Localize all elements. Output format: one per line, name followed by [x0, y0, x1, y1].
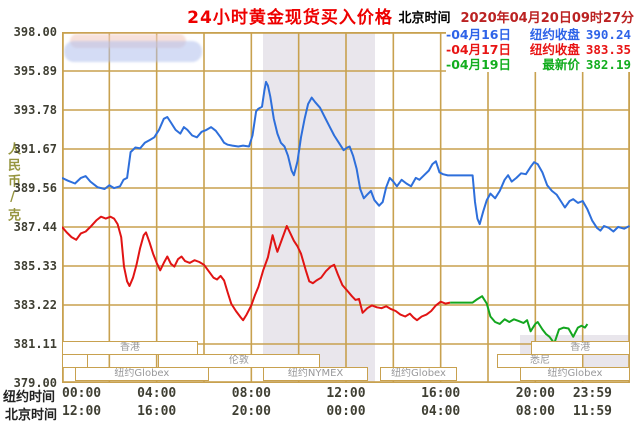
y-axis-unit-label: 人民币/克 [5, 142, 20, 224]
legend-entry-2: -04月19日 最新价 382.19 [446, 57, 631, 72]
page-title: 24小时黄金现货买入价格 [187, 8, 393, 28]
x-tick-label: 04:00 [421, 404, 461, 419]
x-tick-label: 00:00 [326, 404, 366, 419]
session-bar-纽约NYMEX: 纽约NYMEX [263, 367, 368, 381]
legend-date: -04月19日 [446, 57, 511, 72]
plot-area: 香港 香港 伦敦 悉尼 纽约Globex 纽约NYMEX 纽约Globex 纽约Globex … [62, 27, 631, 383]
y-tick-label: 389.56 [13, 181, 57, 195]
watermark-logo [64, 33, 204, 65]
legend-value: 383.35 [585, 42, 631, 57]
legend-value: 390.24 [585, 27, 631, 42]
price-line-0 [62, 80, 630, 233]
y-tick-label: 381.11 [13, 337, 57, 351]
y-tick-label: 391.67 [13, 142, 57, 156]
session-bar-unlabeled [62, 354, 89, 368]
x-tick-label: 08:00 [231, 386, 271, 401]
session-bar-纽约Globex: 纽约Globex [379, 367, 458, 381]
y-tick-label: 383.22 [13, 298, 57, 312]
watermark-blue-shape [64, 41, 202, 62]
beijing-clock: 北京时间 2020年04月20日09时27分 [398, 7, 634, 26]
legend-date: -04月16日 [446, 27, 511, 42]
clock-value: 2020年04月20日09时27分 [460, 11, 634, 26]
legend-date: -04月17日 [446, 42, 511, 57]
session-bar-伦敦: 伦敦 [157, 354, 320, 368]
session-bar-香港: 香港 [530, 341, 630, 355]
y-tick-label: 385.33 [13, 259, 57, 273]
legend-series-name: 最新价 [542, 57, 580, 72]
x-tick-label: 12:00 [62, 404, 102, 419]
y-tick-label: 387.44 [13, 220, 57, 234]
ny-time-row-label: 纽约时间 [3, 390, 56, 405]
legend-entry-0: -04月16日 纽约收盘 390.24 [446, 27, 631, 42]
session-bar-纽约Globex: 纽约Globex [75, 367, 209, 381]
session-bar-纽约Globex: 纽约Globex [519, 367, 630, 381]
x-tick-label: 11:59 [572, 404, 612, 419]
y-tick-label: 379.00 [13, 376, 57, 390]
legend-value: 382.19 [585, 57, 631, 72]
x-tick-label: 00:00 [62, 386, 102, 401]
x-tick-label: 20:00 [515, 386, 555, 401]
legend-entry-1: -04月17日 纽约收盘 383.35 [446, 42, 631, 57]
x-tick-label: 20:00 [231, 404, 271, 419]
session-bar-悉尼: 悉尼 [497, 354, 583, 368]
legend-series-name: 纽约收盘 [529, 27, 580, 42]
y-tick-label: 398.00 [13, 25, 57, 39]
x-tick-label: 16:00 [421, 386, 461, 401]
bj-time-row-label: 北京时间 [5, 408, 58, 423]
x-tick-label: 08:00 [515, 404, 555, 419]
x-tick-label: 12:00 [326, 386, 366, 401]
price-line-2 [450, 295, 589, 345]
session-bar-香港: 香港 [62, 341, 199, 355]
y-tick-label: 395.89 [13, 64, 57, 78]
nymex-session-shaded-band [263, 32, 375, 383]
market-session-bars: 香港 香港 伦敦 悉尼 纽约Globex 纽约NYMEX 纽约Globex 纽约Globex [62, 32, 630, 383]
x-tick-label: 23:59 [572, 386, 612, 401]
legend-series-name: 纽约收盘 [529, 42, 580, 57]
price-line-series [62, 80, 630, 345]
clock-label: 北京时间 [398, 11, 451, 26]
x-tick-label: 04:00 [137, 386, 177, 401]
price-line-1 [62, 215, 451, 322]
x-tick-label: 16:00 [137, 404, 177, 419]
legend: -04月16日 纽约收盘 390.24 -04月17日 纽约收盘 383.35 -0… [446, 27, 631, 72]
plot-border [62, 32, 630, 383]
y-tick-label: 393.78 [13, 103, 57, 117]
